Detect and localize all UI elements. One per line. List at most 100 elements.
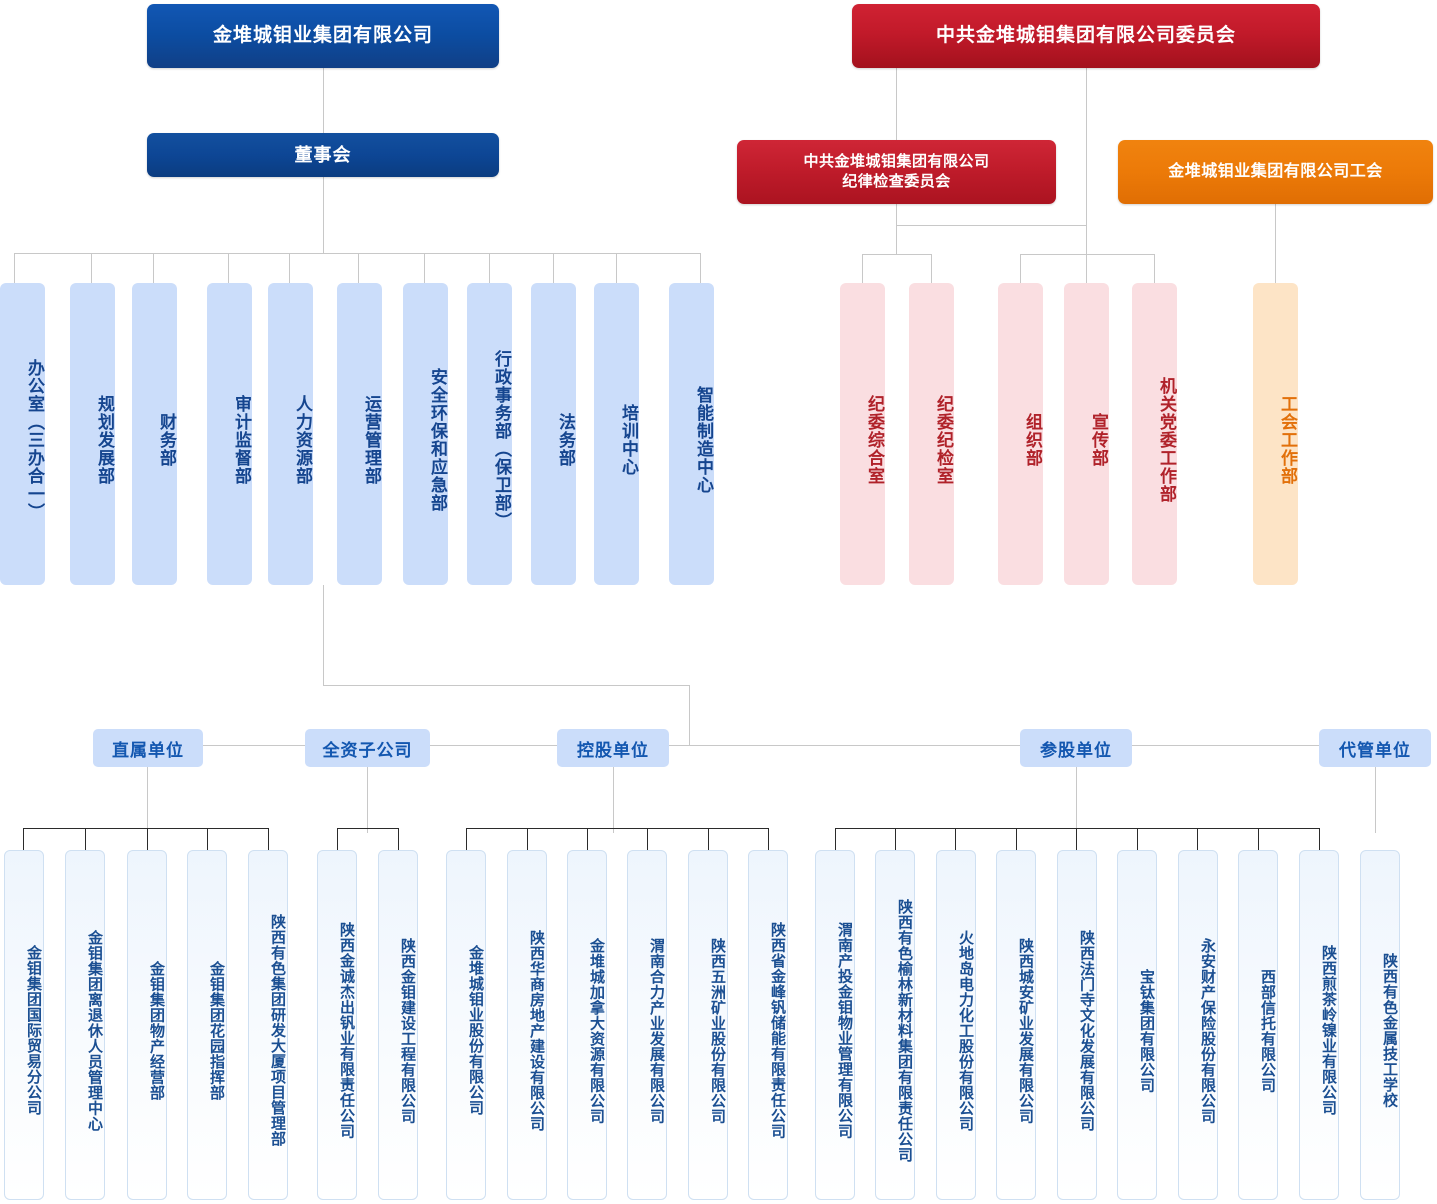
unit-shaanxi-jianchaling-nickel[interactable]: 陕西煎茶岭镍业有限公司 — [1299, 850, 1339, 1200]
dept-propaganda-label: 宣传部 — [1089, 413, 1108, 467]
dept-smart-manufacturing-center[interactable]: 智能制造中心 — [669, 283, 714, 585]
unit-shaanxi-famen-temple-culture[interactable]: 陕西法门寺文化发展有限公司 — [1057, 850, 1097, 1200]
dept-discipline-inspection-office[interactable]: 纪委纪检室 — [909, 283, 954, 585]
dept-training-center-label: 培训中心 — [619, 404, 638, 476]
category-managed-units-label: 代管单位 — [1339, 740, 1411, 760]
dept-planning-development-label: 规划发展部 — [95, 395, 114, 485]
dept-safety-environment-emergency[interactable]: 安全环保和应急部 — [403, 283, 448, 585]
unit-western-trust-label: 西部信托有限公司 — [1259, 968, 1276, 1093]
dept-organization-label: 组织部 — [1023, 413, 1042, 467]
unit-huodidao-power-chemical-label: 火地岛电力化工股份有限公司 — [957, 929, 974, 1132]
category-managed-units[interactable]: 代管单位 — [1319, 729, 1431, 767]
unit-jinduicheng-canada-resources[interactable]: 金堆城加拿大资源有限公司 — [567, 850, 607, 1200]
dept-training-center[interactable]: 培训中心 — [594, 283, 639, 585]
unit-yongan-property-insurance[interactable]: 永安财产保险股份有限公司 — [1178, 850, 1218, 1200]
connector-company-board — [323, 68, 324, 134]
connector-g3-s1 — [527, 828, 528, 850]
unit-jinduicheng-molybdenum-co[interactable]: 金堆城钼业股份有限公司 — [446, 850, 486, 1200]
unit-shaanxi-yulin-new-materials[interactable]: 陕西有色榆林新材料集团有限责任公司 — [875, 850, 915, 1200]
unit-jinmo-retiree-management-center[interactable]: 金钼集团离退休人员管理中心 — [65, 850, 105, 1200]
connector-party-bus — [1020, 254, 1154, 255]
category-equity-units[interactable]: 参股单位 — [1020, 729, 1132, 767]
connector-cat3-down — [1076, 772, 1077, 833]
unit-shaanxi-jinmo-construction-label: 陕西金钼建设工程有限公司 — [399, 937, 416, 1124]
connector-group2-bus — [337, 828, 398, 829]
dept-audit-supervision[interactable]: 审计监督部 — [207, 283, 252, 585]
unit-shaanxi-wuzhou-mining[interactable]: 陕西五洲矿业股份有限公司 — [688, 850, 728, 1200]
unit-jinduicheng-molybdenum-co-label: 金堆城钼业股份有限公司 — [467, 945, 484, 1116]
box-discipline-committee[interactable]: 中共金堆城钼集团有限公司 纪律检查委员会 — [737, 140, 1056, 204]
unit-baoti-group[interactable]: 宝钛集团有限公司 — [1117, 850, 1157, 1200]
dept-finance[interactable]: 财务部 — [132, 283, 177, 585]
unit-jinmo-garden-command[interactable]: 金钼集团花园指挥部 — [187, 850, 227, 1200]
unit-western-trust[interactable]: 西部信托有限公司 — [1238, 850, 1278, 1200]
dept-administration-security[interactable]: 行政事务部（保卫部） — [467, 283, 512, 585]
dept-safety-environment-emergency-label: 安全环保和应急部 — [428, 368, 447, 512]
box-discipline-committee-line2: 纪律检查委员会 — [842, 173, 951, 190]
unit-shaanxi-jianchaling-nickel-label: 陕西煎茶岭镍业有限公司 — [1320, 945, 1337, 1116]
box-group-company[interactable]: 金堆城钼业集团有限公司 — [147, 4, 499, 68]
category-holding-units-label: 控股单位 — [577, 740, 649, 760]
connector-stub-p2 — [1154, 254, 1155, 283]
box-party-committee[interactable]: 中共金堆城钼集团有限公司委员会 — [852, 4, 1320, 68]
unit-shaanxi-jinchengjie-vanadium-label: 陕西金诚杰出钒业有限责任公司 — [338, 922, 355, 1139]
unit-weinan-chantou-property[interactable]: 渭南产投金钼物业管理有限公司 — [815, 850, 855, 1200]
category-direct-units[interactable]: 直属单位 — [93, 729, 203, 767]
connector-disc-below — [896, 204, 897, 254]
unit-shaanxi-yulin-new-materials-label: 陕西有色榆林新材料集团有限责任公司 — [896, 898, 913, 1163]
dept-agency-party-committee-work[interactable]: 机关党委工作部 — [1132, 283, 1177, 585]
dept-discipline-general-office[interactable]: 纪委综合室 — [840, 283, 885, 585]
box-group-company-label: 金堆城钼业集团有限公司 — [212, 25, 433, 47]
unit-jinmo-materials-operation[interactable]: 金钼集团物产经营部 — [127, 850, 167, 1200]
unit-jinmo-international-trade[interactable]: 金钼集团国际贸易分公司 — [4, 850, 44, 1200]
dept-union-work[interactable]: 工会工作部 — [1253, 283, 1298, 585]
connector-g2-s1 — [398, 828, 399, 850]
category-wholly-owned-subsidiaries[interactable]: 全资子公司 — [305, 729, 430, 767]
unit-shaanxi-nonferrous-rd-building[interactable]: 陕西有色集团研发大厦项目管理部 — [248, 850, 288, 1200]
unit-shaanxi-jinchengjie-vanadium[interactable]: 陕西金诚杰出钒业有限责任公司 — [317, 850, 357, 1200]
unit-shaanxi-jinfeng-vanadium-storage[interactable]: 陕西省金峰钒储能有限责任公司 — [748, 850, 788, 1200]
connector-disc-bus — [862, 254, 931, 255]
unit-shaanxi-nonferrous-technical-school[interactable]: 陕西有色金属技工学校 — [1360, 850, 1400, 1200]
dept-operations-management[interactable]: 运营管理部 — [337, 283, 382, 585]
connector-units-trunk-b — [323, 685, 690, 686]
connector-g4-s6 — [1197, 828, 1198, 850]
connector-g4-s3 — [1016, 828, 1017, 850]
connector-stub-b7 — [489, 253, 490, 283]
connector-g3-s5 — [768, 828, 769, 850]
box-union-label: 金堆城钼业集团有限公司工会 — [1168, 163, 1383, 181]
dept-operations-management-label: 运营管理部 — [362, 395, 381, 485]
dept-planning-development[interactable]: 规划发展部 — [70, 283, 115, 585]
dept-office[interactable]: 办公室（三办合一） — [0, 283, 45, 585]
dept-agency-party-committee-work-label: 机关党委工作部 — [1157, 377, 1176, 503]
dept-audit-supervision-label: 审计监督部 — [232, 395, 251, 485]
dept-human-resources[interactable]: 人力资源部 — [268, 283, 313, 585]
box-board-of-directors[interactable]: 董事会 — [147, 133, 499, 177]
connector-g1-s2 — [147, 828, 148, 850]
connector-stub-b9 — [616, 253, 617, 283]
connector-cat4-down — [1375, 772, 1376, 833]
unit-yongan-property-insurance-label: 永安财产保险股份有限公司 — [1199, 937, 1216, 1124]
dept-propaganda[interactable]: 宣传部 — [1064, 283, 1109, 585]
dept-legal-affairs[interactable]: 法务部 — [531, 283, 576, 585]
unit-shaanxi-chengan-mining[interactable]: 陕西城安矿业发展有限公司 — [996, 850, 1036, 1200]
unit-weinan-heli-industry[interactable]: 渭南合力产业发展有限公司 — [627, 850, 667, 1200]
category-holding-units[interactable]: 控股单位 — [557, 729, 669, 767]
dept-organization[interactable]: 组织部 — [998, 283, 1043, 585]
unit-shaanxi-huashang-realestate[interactable]: 陕西华商房地产建设有限公司 — [507, 850, 547, 1200]
category-direct-units-label: 直属单位 — [112, 740, 184, 760]
connector-stub-b4 — [289, 253, 290, 283]
unit-huodidao-power-chemical[interactable]: 火地岛电力化工股份有限公司 — [936, 850, 976, 1200]
connector-units-bus — [147, 745, 1375, 746]
box-union[interactable]: 金堆城钼业集团有限公司工会 — [1118, 140, 1433, 204]
dept-union-work-label: 工会工作部 — [1278, 395, 1297, 485]
connector-disc-down — [896, 68, 897, 140]
unit-jinmo-retiree-management-center-label: 金钼集团离退休人员管理中心 — [86, 929, 103, 1132]
connector-union-down — [1275, 204, 1276, 283]
connector-stub-b3 — [228, 253, 229, 283]
connector-g4-s0 — [835, 828, 836, 850]
connector-g4-s7 — [1258, 828, 1259, 850]
unit-shaanxi-nonferrous-technical-school-label: 陕西有色金属技工学校 — [1381, 953, 1398, 1108]
unit-shaanxi-jinmo-construction[interactable]: 陕西金钼建设工程有限公司 — [378, 850, 418, 1200]
connector-cat2-down — [613, 772, 614, 833]
